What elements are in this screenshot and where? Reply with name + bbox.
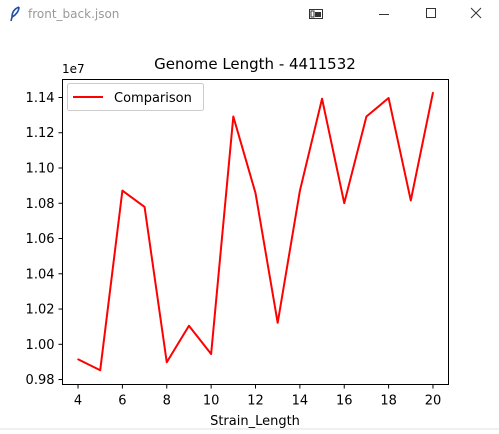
x-tick-label: 16 [336, 394, 353, 409]
legend-label-comparison: Comparison [114, 91, 192, 106]
x-tick-label: 8 [163, 394, 171, 409]
data-point [232, 115, 235, 118]
data-point [365, 115, 368, 118]
y-tick-label: 1.06 [26, 232, 55, 247]
data-point [387, 97, 390, 99]
chart-canvas: Genome Length - 4411532 1e7 4 6 8 10 12 14 16 1… [0, 29, 499, 430]
snap-layout-icon [309, 9, 323, 19]
x-axis: 4 6 8 10 12 14 16 18 20 [74, 384, 442, 409]
data-point [143, 206, 146, 208]
data-point [299, 190, 301, 192]
y-tick-label: 1.04 [26, 267, 55, 282]
y-tick-label: 1.10 [26, 162, 55, 177]
feather-icon [9, 6, 21, 22]
x-tick-label: 10 [203, 394, 220, 409]
x-tick-label: 12 [247, 394, 264, 409]
y-tick-label: 1.08 [26, 197, 55, 212]
data-point [254, 192, 257, 194]
y-tick-label: 1.14 [26, 91, 55, 106]
snap-layout-button[interactable] [300, 0, 334, 29]
line-chart: Genome Length - 4411532 1e7 4 6 8 10 12 14 16 1… [26, 55, 449, 429]
y-tick-label: 1.12 [26, 126, 55, 141]
chart-title: Genome Length - 4411532 [154, 55, 356, 73]
x-tick-label: 4 [74, 394, 82, 409]
data-point [77, 358, 79, 361]
data-point [321, 97, 323, 100]
y-axis: 0.98 1.00 1.02 1.04 1.06 1.08 1.10 1.12 1.14 [26, 91, 63, 388]
window-bottom-border [0, 428, 499, 430]
series-line-comparison [77, 92, 434, 372]
x-tick-label: 20 [425, 394, 442, 409]
data-point [165, 361, 168, 364]
data-point [121, 189, 124, 192]
y-tick-label: 0.98 [26, 373, 55, 388]
data-point [432, 91, 434, 94]
legend-box [67, 83, 204, 111]
plot-area [62, 79, 449, 385]
maximize-icon [426, 8, 436, 18]
close-icon [470, 7, 482, 19]
data-point [99, 369, 102, 372]
close-button[interactable] [459, 0, 493, 29]
x-tick-label: 6 [118, 394, 126, 409]
data-point [210, 353, 212, 355]
series-layer [77, 91, 434, 372]
window-title: front_back.json [28, 7, 120, 21]
data-point [188, 324, 190, 327]
data-point [343, 202, 346, 204]
x-tick-label: 14 [292, 394, 309, 409]
minimize-icon [379, 14, 389, 15]
y-tick-label: 1.02 [26, 303, 55, 318]
data-point [276, 321, 279, 324]
window-titlebar[interactable]: front_back.json [0, 0, 499, 29]
maximize-button[interactable] [414, 0, 448, 29]
x-tick-label: 18 [380, 394, 397, 409]
y-tick-label: 1.00 [26, 338, 55, 353]
minimize-button[interactable] [368, 0, 402, 29]
data-point [409, 199, 412, 202]
legend: Comparison [67, 83, 204, 111]
y-offset-label: 1e7 [62, 62, 85, 76]
x-axis-label: Strain_Length [210, 414, 300, 429]
